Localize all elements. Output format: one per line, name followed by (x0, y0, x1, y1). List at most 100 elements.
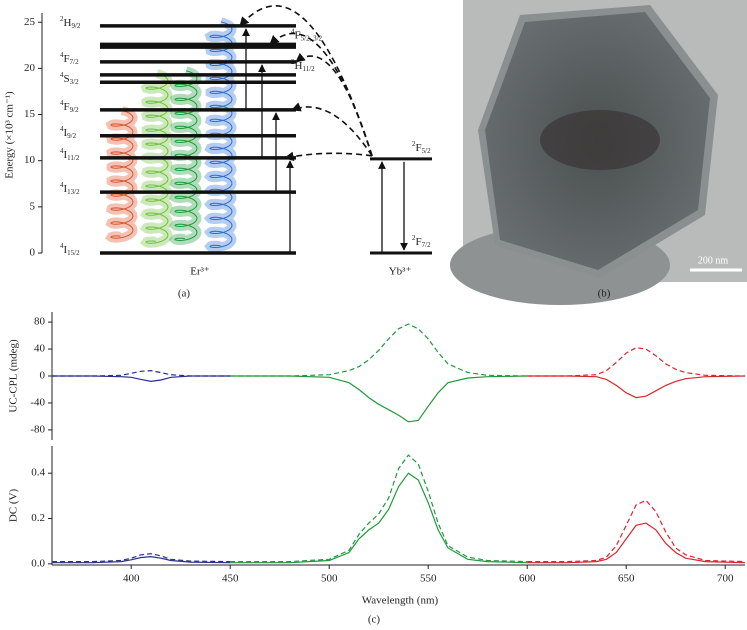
level-label: 2H11/2 (291, 57, 315, 72)
emission-spiral (174, 70, 198, 242)
y-tick-label: 80 (34, 316, 46, 328)
x-tick-label: 400 (123, 573, 140, 585)
level-term: I (64, 183, 68, 195)
level-label: 4F9/2 (60, 99, 79, 114)
y-tick-label: 0.0 (31, 557, 45, 569)
energy-transfer (284, 151, 373, 162)
y-tick-label: 10 (24, 154, 36, 166)
level-label: 2H9/2 (60, 15, 81, 30)
level-term: F (416, 236, 422, 248)
level-multiplicity: 2 (291, 57, 295, 65)
x-tick-label: 550 (420, 573, 437, 585)
spectrum-line (52, 555, 231, 564)
x-tick-label: 650 (618, 573, 635, 585)
y-tick-label: -40 (30, 396, 45, 408)
level-term: I (64, 244, 68, 256)
tem-image: 200 nm (450, 0, 747, 305)
level-label: 4I11/2 (60, 147, 80, 162)
x-tick-label: 500 (321, 573, 338, 585)
y-tick-label: -80 (30, 423, 45, 435)
x-tick-label: 450 (222, 573, 239, 585)
level-j: 5/2, 3/2 (301, 34, 323, 42)
level-multiplicity: 2 (60, 15, 64, 23)
y-tick-label: 15 (24, 108, 36, 120)
spectrum-line (230, 472, 528, 564)
level-j: 9/2 (67, 131, 76, 139)
level-label: 4I15/2 (60, 242, 80, 257)
spectrum-line (527, 347, 746, 377)
level-j: 9/2 (71, 22, 80, 30)
level-j: 7/2 (70, 58, 79, 66)
emission-spiral (209, 21, 233, 248)
spectrum-line (527, 522, 746, 564)
level-term: F (295, 29, 301, 41)
energy-transfer (239, 5, 373, 157)
y-tick-label: 25 (24, 16, 36, 28)
level-j: 3/2 (70, 78, 79, 86)
level-multiplicity: 4 (60, 181, 64, 189)
spectrum-line (230, 375, 528, 423)
level-j: 11/2 (302, 64, 315, 72)
energy-transfer (291, 102, 373, 157)
x-tick-label: 700 (717, 573, 734, 585)
level-multiplicity: 4 (60, 99, 64, 107)
energy-transfer (269, 32, 373, 157)
level-label: 4I13/2 (60, 181, 80, 196)
level-term: F (64, 52, 70, 64)
y-axis-title: Energy (×10³ cm⁻¹) (4, 91, 16, 179)
y-tick-label: 0 (30, 247, 36, 259)
spectrum-line (52, 553, 231, 563)
y-tick-label: 0.4 (31, 467, 45, 479)
y-tick-label: 40 (34, 343, 46, 355)
spectrum-line (230, 323, 528, 377)
level-multiplicity: 4 (60, 51, 64, 59)
level-j: 13/2 (67, 188, 80, 196)
spectrum-line (230, 454, 528, 563)
panel-label: (c) (368, 614, 381, 626)
level-term: H (64, 16, 72, 28)
emission-spiral (110, 110, 134, 239)
spectrum-line (527, 499, 746, 563)
level-j: 9/2 (70, 106, 79, 114)
level-multiplicity: 4 (60, 242, 64, 250)
scale-bar-label: 200 nm (698, 255, 729, 266)
level-term: F (64, 100, 70, 112)
level-term: I (64, 148, 68, 160)
y-tick-label: 0 (40, 370, 46, 382)
level-j: 15/2 (67, 249, 80, 257)
level-j: 5/2 (422, 146, 431, 154)
level-multiplicity: 4 (60, 71, 64, 79)
level-term: F (416, 141, 422, 153)
level-term: H (295, 59, 303, 71)
level-term: S (64, 73, 70, 85)
y-tick-label: 20 (24, 62, 36, 74)
ion-label: Yb³⁺ (389, 266, 412, 278)
y-axis-title: DC (V) (8, 489, 20, 523)
panel-label: (b) (598, 288, 611, 300)
level-label: 4F5/2, 3/2 (291, 27, 323, 42)
level-multiplicity: 4 (60, 147, 64, 155)
level-label: 2F5/2 (412, 139, 431, 154)
ion-label: Er³⁺ (190, 266, 210, 278)
level-label: 4I9/2 (60, 124, 77, 139)
panel-label: (a) (178, 288, 191, 300)
level-label: 4F7/2 (60, 51, 79, 66)
emission-spiral-glow (104, 106, 138, 243)
x-tick-label: 600 (519, 573, 536, 585)
level-multiplicity: 2 (412, 234, 416, 242)
level-label: 4S3/2 (60, 71, 79, 86)
level-j: 11/2 (67, 154, 80, 162)
level-multiplicity: 4 (60, 124, 64, 132)
x-axis-title: Wavelength (nm) (362, 595, 439, 607)
spectrum-line (527, 375, 746, 399)
level-j: 7/2 (422, 241, 431, 249)
level-label: 2F7/2 (412, 234, 431, 249)
level-multiplicity: 4 (291, 27, 295, 35)
y-tick-label: 5 (30, 200, 36, 212)
level-multiplicity: 2 (412, 139, 416, 147)
energy-transfer (295, 52, 373, 157)
level-term: I (64, 126, 68, 138)
y-axis-title: UC-CPL (mdeg) (8, 339, 20, 413)
y-tick-label: 0.2 (31, 512, 45, 524)
